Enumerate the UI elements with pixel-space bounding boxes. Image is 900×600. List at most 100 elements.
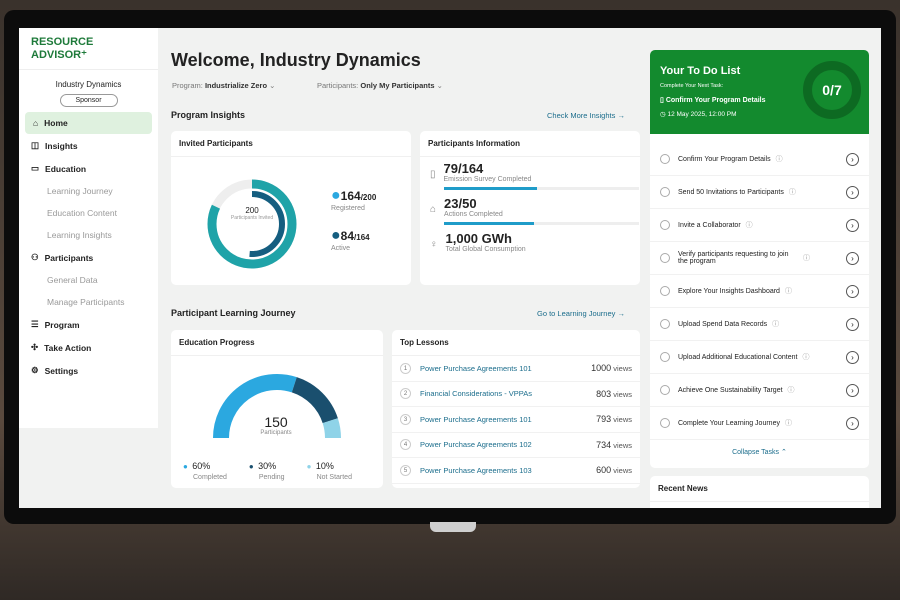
- sidebar-item-take-action[interactable]: ✣ Take Action: [19, 336, 158, 359]
- task-label: Invite a Collaborator: [678, 221, 741, 229]
- lesson-row[interactable]: 5 Power Purchase Agreements 103 600 views: [392, 458, 640, 484]
- task-checkbox[interactable]: [660, 352, 670, 362]
- gauge-legend: ● 60% Completed ● 30% Pending ● 10% Not Start…: [183, 456, 352, 481]
- sidebar-item-education-content[interactable]: Education Content: [19, 202, 158, 224]
- lesson-row[interactable]: 3 Power Purchase Agreements 101 793 views: [392, 407, 640, 433]
- task-checkbox[interactable]: [660, 418, 670, 428]
- chevron-right-icon[interactable]: ›: [846, 185, 859, 199]
- next-task[interactable]: ▯ Confirm Your Program Details: [660, 96, 766, 104]
- chevron-right-icon[interactable]: ›: [846, 416, 859, 430]
- chevron-right-icon[interactable]: ›: [846, 317, 859, 331]
- todo-task[interactable]: Complete Your Learning Journey ⓘ ›: [650, 407, 869, 440]
- sidebar-item-participants[interactable]: ⚇ Participants: [19, 246, 158, 269]
- sidebar-item-home[interactable]: ⌂ Home: [25, 112, 152, 134]
- progress-gauge: [213, 374, 341, 439]
- todo-task[interactable]: Verify participants requesting to join t…: [650, 242, 869, 275]
- lesson-views: 793: [596, 414, 612, 425]
- help-icon[interactable]: ⓘ: [784, 420, 792, 427]
- sidebar-item-general-data[interactable]: General Data: [19, 269, 158, 291]
- task-checkbox[interactable]: [660, 319, 670, 329]
- help-icon[interactable]: ⓘ: [802, 354, 810, 361]
- progress-bar: [444, 222, 640, 225]
- help-icon[interactable]: ⓘ: [745, 222, 753, 229]
- task-checkbox[interactable]: [660, 220, 670, 230]
- date-text: 12 May 2025, 12:00 PM: [667, 111, 737, 118]
- progress-fill: [444, 222, 534, 225]
- active-value: 84: [340, 229, 355, 243]
- sidebar-item-program[interactable]: ☰ Program: [19, 313, 158, 336]
- lesson-title: Power Purchase Agreements 101: [420, 414, 532, 424]
- top-lessons-card: Top Lessons 1 Power Purchase Agreements 1…: [392, 330, 640, 488]
- sidebar-item-label: Insights: [45, 140, 78, 151]
- todo-task[interactable]: Send 50 Invitations to Participants ⓘ ›: [650, 176, 869, 209]
- sidebar-item-learning-journey[interactable]: Learning Journey: [19, 180, 158, 202]
- task-checkbox[interactable]: [660, 187, 670, 197]
- gauge-segment-not-started: [322, 418, 341, 439]
- lesson-title: Power Purchase Agreements 102: [420, 440, 532, 450]
- chevron-right-icon[interactable]: ›: [846, 218, 859, 232]
- registered-value: 164: [340, 189, 361, 203]
- chevron-right-icon[interactable]: ›: [846, 383, 859, 397]
- help-icon[interactable]: ⓘ: [775, 156, 783, 163]
- sidebar-item-label: Education Content: [47, 208, 117, 218]
- todo-task[interactable]: Achieve One Sustainability Target ⓘ ›: [650, 374, 869, 407]
- screen: RESOURCE ADVISOR⁺ Industry Dynamics Spon…: [19, 28, 881, 508]
- people-icon: ⚇: [31, 252, 39, 262]
- house-icon: ⌂: [430, 204, 437, 215]
- lesson-row[interactable]: 4 Power Purchase Agreements 102 734 views: [392, 433, 640, 458]
- role-badge[interactable]: Sponsor: [59, 94, 118, 107]
- help-icon[interactable]: ⓘ: [772, 321, 780, 328]
- collapse-tasks-button[interactable]: Collapse Tasks ⌃: [650, 448, 869, 456]
- center-label: Participants Invited: [230, 215, 274, 221]
- help-icon[interactable]: ⓘ: [787, 387, 795, 394]
- active-arc: [219, 191, 285, 257]
- todo-task[interactable]: Invite a Collaborator ⓘ ›: [650, 209, 869, 242]
- help-icon[interactable]: ⓘ: [803, 255, 810, 262]
- gauge-segment-completed: [213, 374, 297, 439]
- participants-label: Participants:: [317, 81, 359, 90]
- progress-bar: [443, 187, 639, 190]
- task-checkbox[interactable]: [660, 385, 670, 395]
- todo-task[interactable]: Confirm Your Program Details ⓘ ›: [650, 143, 869, 176]
- sidebar-item-learning-insights[interactable]: Learning Insights: [19, 224, 158, 246]
- info-value: 79/164: [443, 161, 484, 176]
- task-label: Upload Additional Educational Content: [678, 353, 798, 361]
- donut-center: 200 Participants Invited: [227, 206, 277, 221]
- views-unit: views: [613, 466, 632, 476]
- task-checkbox[interactable]: [660, 253, 670, 263]
- lesson-row[interactable]: 1 Power Purchase Agreements 101 1000 views: [392, 356, 640, 382]
- lesson-rank: 4: [400, 439, 411, 451]
- next-task-title: Confirm Your Program Details: [665, 97, 766, 104]
- help-icon[interactable]: ⓘ: [788, 189, 796, 196]
- task-checkbox[interactable]: [660, 286, 670, 296]
- clipboard-icon: ▯: [660, 97, 664, 104]
- todo-title: Your To Do List: [660, 65, 741, 77]
- page-title: Welcome, Industry Dynamics: [171, 50, 421, 70]
- lesson-rank: 1: [400, 362, 411, 374]
- todo-task[interactable]: Explore Your Insights Dashboard ⓘ ›: [650, 275, 869, 308]
- task-checkbox[interactable]: [660, 154, 670, 164]
- todo-task[interactable]: Upload Spend Data Records ⓘ ›: [650, 308, 869, 341]
- help-icon[interactable]: ⓘ: [784, 288, 792, 295]
- program-filter[interactable]: Program: Industrialize Zero ⌄: [172, 81, 275, 90]
- registered-stat: ●164/200 Registered: [331, 187, 377, 212]
- gauge-center: 150 Participants: [241, 414, 311, 436]
- legend-label: Pending: [258, 474, 285, 481]
- chevron-right-icon[interactable]: ›: [846, 284, 859, 298]
- learning-journey-link[interactable]: Go to Learning Journey →: [537, 309, 625, 318]
- chevron-right-icon[interactable]: ›: [846, 152, 859, 166]
- todo-task[interactable]: Upload Additional Educational Content ⓘ ›: [650, 341, 869, 374]
- sidebar-item-insights[interactable]: ◫ Insights: [19, 134, 158, 157]
- legend-item: ● 10% Not Started: [306, 461, 352, 481]
- sidebar-item-education[interactable]: ▭ Education: [19, 157, 158, 180]
- participants-filter[interactable]: Participants: Only My Participants ⌄: [317, 81, 443, 90]
- chevron-right-icon[interactable]: ›: [846, 350, 859, 364]
- check-insights-link[interactable]: Check More Insights →: [547, 111, 625, 120]
- chevron-right-icon[interactable]: ›: [846, 251, 859, 265]
- lesson-row[interactable]: 2 Financial Considerations - VPPAs 803 vie…: [392, 382, 640, 407]
- sidebar-item-manage-participants[interactable]: Manage Participants: [19, 291, 158, 313]
- section-title: Program Insights: [171, 110, 246, 120]
- active-label: Active: [331, 245, 351, 252]
- sidebar-item-settings[interactable]: ⚙ Settings: [19, 359, 158, 382]
- info-value: 23/50: [444, 196, 477, 211]
